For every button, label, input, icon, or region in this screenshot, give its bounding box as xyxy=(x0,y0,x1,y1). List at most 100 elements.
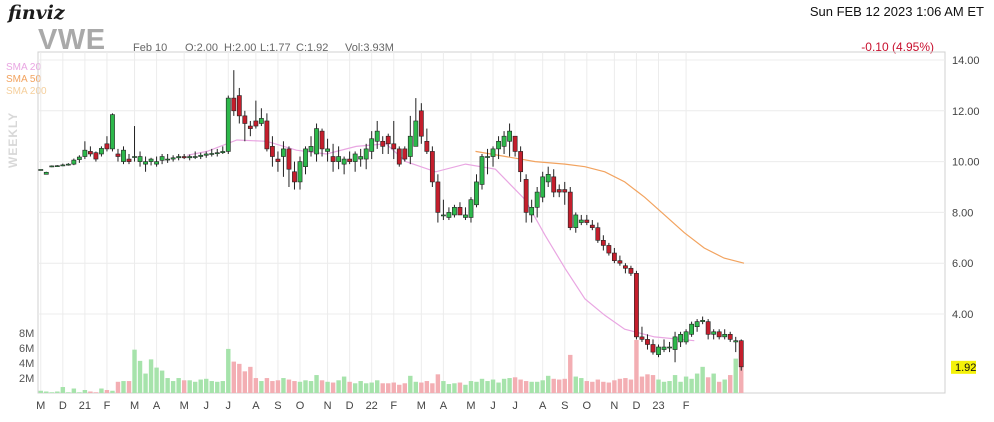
candle-body xyxy=(192,156,198,158)
time-tick-label: J xyxy=(490,400,496,412)
time-tick-label: S xyxy=(561,400,568,412)
candle-body xyxy=(661,346,667,350)
volume-bar xyxy=(226,348,231,393)
candle-body xyxy=(336,156,341,162)
volume-bar xyxy=(435,374,441,393)
volume-bar xyxy=(60,387,66,393)
candle-body xyxy=(137,156,143,162)
volume-bar xyxy=(297,381,303,393)
volume-bar xyxy=(683,376,689,393)
candle-body xyxy=(485,156,490,158)
candle-body xyxy=(270,146,275,157)
candle-body xyxy=(452,207,457,216)
price-tick-label: 14.00 xyxy=(952,55,980,67)
candle-body xyxy=(716,331,722,338)
candle-body xyxy=(374,130,380,142)
finviz-logo[interactable]: finviz xyxy=(8,2,65,24)
volume-bar xyxy=(402,383,407,393)
candle-body xyxy=(595,227,601,241)
candle-body xyxy=(99,148,104,155)
candle-body xyxy=(567,191,573,228)
candle-body xyxy=(474,181,479,206)
high-value: H:2.00 xyxy=(224,42,257,54)
candle-body xyxy=(187,156,193,159)
candle-body xyxy=(435,181,441,213)
candle-body xyxy=(253,120,259,127)
volume-bar xyxy=(132,349,137,393)
candle-body xyxy=(727,334,733,340)
volume-bar xyxy=(303,380,308,393)
time-tick-label: 23 xyxy=(652,400,664,412)
candle-body xyxy=(501,135,507,147)
candle-body xyxy=(121,149,126,162)
volume-bar xyxy=(77,392,82,393)
volume-bar xyxy=(126,381,132,393)
bar-date: Feb 10 xyxy=(133,42,168,54)
candle-body xyxy=(198,154,204,157)
volume-bar xyxy=(529,381,534,393)
candle-body xyxy=(623,265,628,269)
volume-bar xyxy=(557,379,562,393)
volume-bar xyxy=(198,379,203,393)
candle-body xyxy=(203,153,209,156)
volume-bar xyxy=(397,384,402,393)
volume-bar xyxy=(441,381,446,393)
volume-bar xyxy=(154,367,159,393)
volume-bar xyxy=(170,381,176,393)
volume-bar xyxy=(325,381,330,393)
sma20-legend: SMA 20 xyxy=(6,62,42,73)
candle-body xyxy=(380,140,386,147)
price-tick-label: 6.00 xyxy=(952,258,973,270)
volume-bar xyxy=(336,380,341,393)
volume-bar xyxy=(88,391,93,393)
volume-bar xyxy=(463,384,468,393)
volume-bar xyxy=(606,382,612,393)
time-tick-label: A xyxy=(539,400,547,412)
candle-body xyxy=(463,214,468,218)
volume-bar xyxy=(292,381,297,393)
volume-bar xyxy=(319,380,325,393)
candle-body xyxy=(176,156,182,159)
volume-bar xyxy=(457,382,463,393)
candle-body xyxy=(523,179,529,213)
candle-body xyxy=(225,97,231,152)
volume-bar xyxy=(104,390,110,393)
candle-body xyxy=(457,207,463,216)
price-tick-label: 12.00 xyxy=(952,106,980,118)
candle-body xyxy=(159,156,165,161)
volume-bar xyxy=(501,378,507,393)
time-tick-label: A xyxy=(440,400,448,412)
candle-body xyxy=(656,346,661,355)
volume-bar xyxy=(181,380,187,393)
volume-bar xyxy=(192,381,198,393)
volume-bar xyxy=(595,379,601,393)
candle-body xyxy=(634,273,639,338)
volume-bar xyxy=(204,378,209,393)
volume-bar xyxy=(562,378,567,393)
close-value: C:1.92 xyxy=(296,42,329,54)
candle-body xyxy=(358,156,364,160)
volume-bar xyxy=(728,375,733,393)
sma-line xyxy=(187,139,695,342)
candle-body xyxy=(628,267,634,274)
time-tick-label: D xyxy=(632,400,640,412)
candle-body xyxy=(330,156,336,162)
candle-body xyxy=(667,346,672,349)
candle-body xyxy=(385,135,391,145)
candle-body xyxy=(529,207,535,216)
candle-body xyxy=(49,165,55,168)
candle-body xyxy=(88,151,93,155)
volume-bar xyxy=(159,370,165,393)
candle-body xyxy=(93,152,99,160)
candle-body xyxy=(148,158,154,162)
volume-bar xyxy=(667,381,672,393)
candle-body xyxy=(369,138,375,152)
candle-body xyxy=(650,344,656,353)
volume-bar xyxy=(115,381,121,393)
volume-bar xyxy=(220,381,225,393)
time-tick-label: J xyxy=(203,400,209,412)
volume-bar xyxy=(545,375,551,393)
volume-bar xyxy=(380,383,385,393)
candle-body xyxy=(711,331,717,335)
